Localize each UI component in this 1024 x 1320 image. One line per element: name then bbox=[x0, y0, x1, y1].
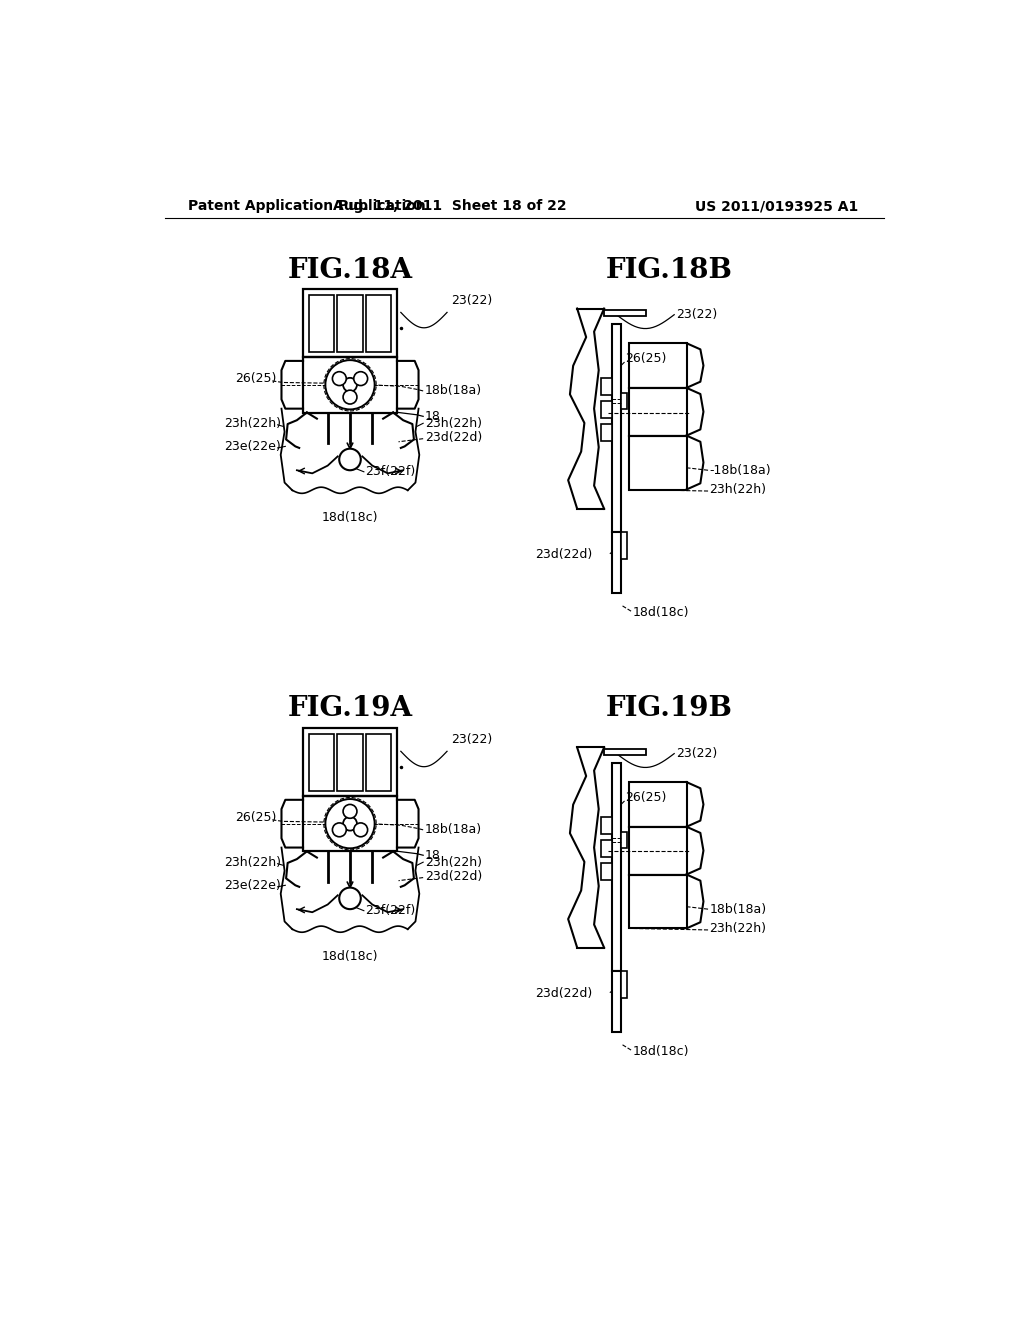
Circle shape bbox=[343, 391, 357, 404]
Bar bbox=[611, 323, 621, 532]
Text: Patent Application Publication: Patent Application Publication bbox=[188, 199, 426, 213]
Text: 23(22): 23(22) bbox=[676, 747, 717, 760]
Circle shape bbox=[353, 822, 368, 837]
Text: 23h(22h): 23h(22h) bbox=[223, 855, 281, 869]
Bar bbox=[621, 970, 628, 998]
Text: 23h(22h): 23h(22h) bbox=[425, 855, 481, 869]
Text: 18: 18 bbox=[425, 409, 440, 422]
Text: 18: 18 bbox=[425, 849, 440, 862]
Text: 23d(22d): 23d(22d) bbox=[425, 870, 482, 883]
Text: 23d(22d): 23d(22d) bbox=[535, 548, 592, 561]
Text: 26(25): 26(25) bbox=[236, 810, 276, 824]
Text: US 2011/0193925 A1: US 2011/0193925 A1 bbox=[695, 199, 858, 213]
Bar bbox=[604, 748, 646, 755]
Text: 23f(22f): 23f(22f) bbox=[366, 465, 416, 478]
Circle shape bbox=[326, 360, 375, 409]
Text: 23(22): 23(22) bbox=[451, 733, 493, 746]
Text: 18d(18c): 18d(18c) bbox=[322, 511, 378, 524]
Bar bbox=[303, 289, 397, 358]
Circle shape bbox=[326, 799, 375, 849]
Text: 23h(22h): 23h(22h) bbox=[710, 921, 767, 935]
Text: -18b(18a): -18b(18a) bbox=[710, 463, 771, 477]
Bar bbox=[621, 532, 628, 558]
Bar bbox=[629, 875, 686, 928]
Text: 18d(18c): 18d(18c) bbox=[633, 606, 689, 619]
Text: FIG.18A: FIG.18A bbox=[288, 256, 413, 284]
Circle shape bbox=[333, 372, 346, 385]
Bar bbox=[611, 532, 621, 594]
Bar bbox=[601, 817, 611, 834]
Text: FIG.18B: FIG.18B bbox=[606, 256, 733, 284]
Text: 18d(18c): 18d(18c) bbox=[322, 949, 378, 962]
Bar bbox=[601, 378, 611, 395]
Bar bbox=[366, 296, 391, 352]
Bar bbox=[601, 863, 611, 880]
Bar bbox=[629, 436, 686, 490]
Text: 26(25): 26(25) bbox=[236, 372, 276, 385]
Text: 23h(22h): 23h(22h) bbox=[223, 417, 281, 430]
Bar bbox=[338, 296, 362, 352]
Bar bbox=[621, 832, 628, 847]
Text: 23(22): 23(22) bbox=[451, 294, 493, 308]
Text: 18d(18c): 18d(18c) bbox=[633, 1045, 689, 1059]
Bar bbox=[629, 343, 686, 388]
Bar bbox=[629, 781, 686, 826]
Circle shape bbox=[343, 378, 357, 392]
Bar bbox=[611, 970, 621, 1032]
Text: 18b(18a): 18b(18a) bbox=[425, 824, 482, 837]
Bar bbox=[611, 763, 621, 970]
Bar bbox=[601, 424, 611, 441]
Text: FIG.19B: FIG.19B bbox=[606, 696, 733, 722]
Circle shape bbox=[353, 372, 368, 385]
Bar bbox=[629, 388, 686, 436]
Text: 26(25): 26(25) bbox=[625, 352, 667, 366]
Text: FIG.19A: FIG.19A bbox=[288, 696, 413, 722]
Text: Aug. 11, 2011  Sheet 18 of 22: Aug. 11, 2011 Sheet 18 of 22 bbox=[333, 199, 567, 213]
Text: 23(22): 23(22) bbox=[676, 308, 717, 321]
Text: 23h(22h): 23h(22h) bbox=[710, 483, 767, 496]
Bar bbox=[366, 734, 391, 792]
Text: 18b(18a): 18b(18a) bbox=[710, 903, 767, 916]
Circle shape bbox=[333, 822, 346, 837]
Circle shape bbox=[339, 887, 360, 909]
Text: 23h(22h): 23h(22h) bbox=[425, 417, 481, 430]
Circle shape bbox=[339, 449, 360, 470]
Circle shape bbox=[343, 817, 357, 830]
Text: 26(25): 26(25) bbox=[625, 791, 667, 804]
Bar bbox=[309, 296, 335, 352]
Text: 23f(22f): 23f(22f) bbox=[366, 904, 416, 917]
Bar bbox=[303, 796, 397, 851]
Bar bbox=[303, 729, 397, 796]
Text: 23e(22e): 23e(22e) bbox=[223, 879, 281, 892]
Bar bbox=[303, 358, 397, 412]
Bar bbox=[604, 310, 646, 317]
Text: 23d(22d): 23d(22d) bbox=[425, 430, 482, 444]
Circle shape bbox=[343, 804, 357, 818]
Text: 23e(22e): 23e(22e) bbox=[223, 440, 281, 453]
Text: 18b(18a): 18b(18a) bbox=[425, 384, 482, 397]
Bar bbox=[309, 734, 335, 792]
Bar bbox=[338, 734, 362, 792]
Bar bbox=[601, 401, 611, 418]
Text: 23d(22d): 23d(22d) bbox=[535, 987, 592, 1001]
Bar bbox=[621, 393, 628, 409]
Bar bbox=[601, 840, 611, 857]
Bar bbox=[629, 826, 686, 875]
